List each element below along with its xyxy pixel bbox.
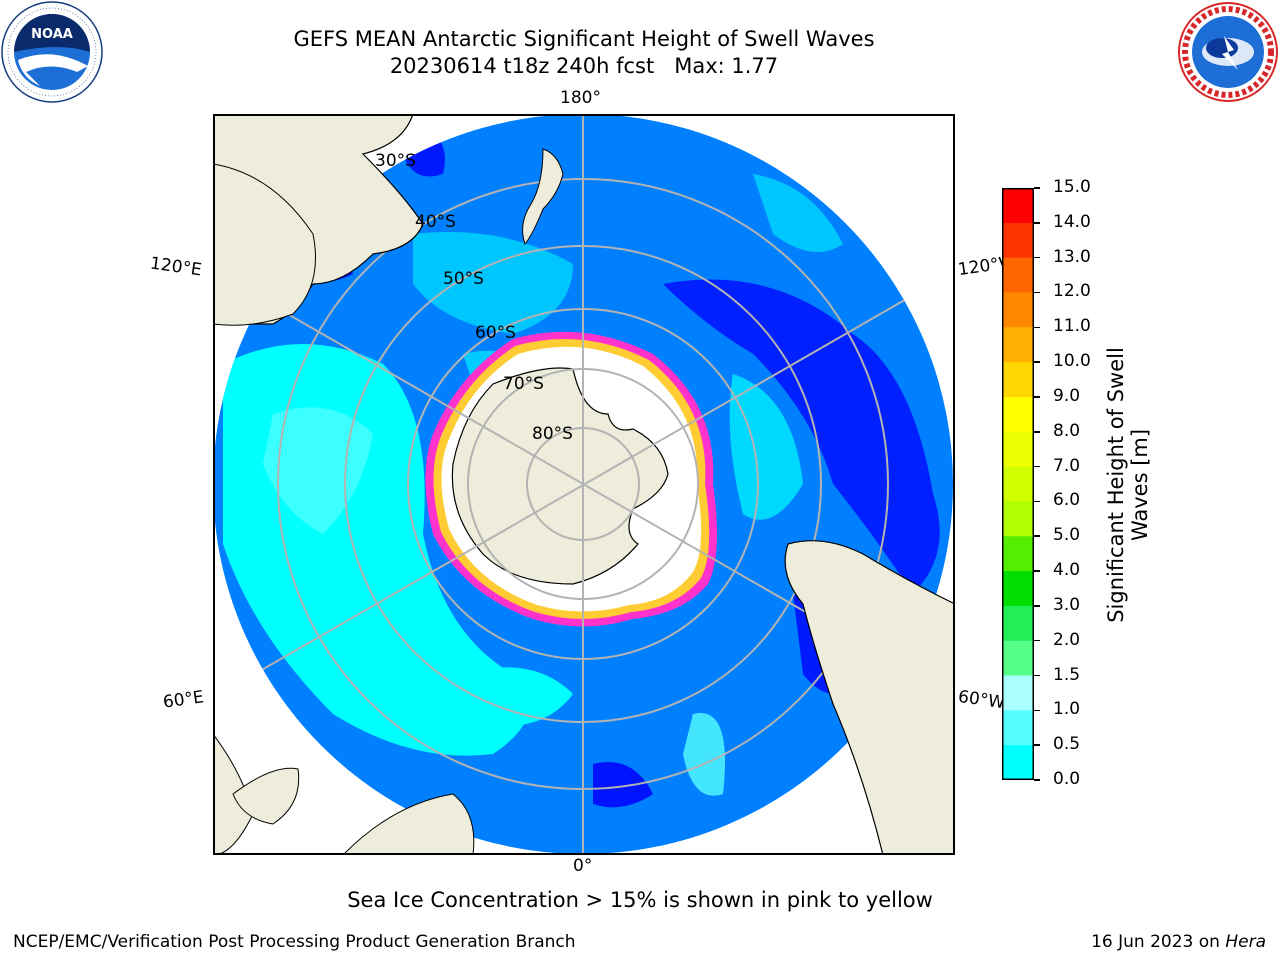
colorbar-segment xyxy=(1002,292,1034,328)
lat-label-70s: 70°S xyxy=(503,374,544,394)
colorbar xyxy=(1002,188,1034,780)
colorbar-tick-mark xyxy=(1034,326,1040,329)
colorbar-segment xyxy=(1002,188,1034,224)
colorbar-label-line2: Waves [m] xyxy=(1128,428,1152,542)
colorbar-tick-label: 12.0 xyxy=(1053,281,1091,302)
colorbar-tick-label: 1.0 xyxy=(1053,699,1081,720)
footer-date-text: 16 Jun 2023 on xyxy=(1091,932,1226,952)
colorbar-tick-mark xyxy=(1034,361,1040,363)
colorbar-tick-mark xyxy=(1034,779,1040,781)
colorbar-segment xyxy=(1002,571,1034,607)
colorbar-tick-mark xyxy=(1034,396,1040,398)
map-title: GEFS MEAN Antarctic Significant Height o… xyxy=(293,27,875,51)
lon-label-120e: 120°E xyxy=(148,253,203,281)
colorbar-label-line1: Significant Height of Swell xyxy=(1103,347,1128,623)
colorbar-segment xyxy=(1002,327,1034,363)
colorbar-tick-mark xyxy=(1034,709,1040,712)
colorbar-segment xyxy=(1002,605,1034,642)
colorbar-tick-label: 7.0 xyxy=(1053,455,1081,476)
colorbar-tick-mark xyxy=(1034,605,1040,607)
colorbar-tick-label: 2.0 xyxy=(1053,629,1081,650)
colorbar-tick-mark xyxy=(1034,674,1040,677)
footer-host: Hera xyxy=(1225,932,1266,952)
colorbar-segment xyxy=(1002,362,1034,398)
colorbar-tick-label: 10.0 xyxy=(1053,351,1091,372)
colorbar-tick-mark xyxy=(1034,639,1040,642)
noaa-logo-text: NOAA xyxy=(31,27,73,42)
colorbar-tick-label: 0.0 xyxy=(1053,769,1081,789)
colorbar-tick-mark xyxy=(1034,500,1040,503)
colorbar-segment xyxy=(1002,431,1034,468)
footer-date: 16 Jun 2023 on Hera xyxy=(1091,932,1266,952)
colorbar-tick-mark xyxy=(1034,222,1040,224)
lat-label-30s: 30°S xyxy=(375,151,416,171)
colorbar-segment xyxy=(1002,501,1034,537)
colorbar-segment xyxy=(1002,222,1034,259)
colorbar-segment xyxy=(1002,396,1034,433)
lat-label-80s: 80°S xyxy=(532,424,573,444)
colorbar-segment xyxy=(1002,257,1034,293)
colorbar-tick-mark xyxy=(1034,744,1040,746)
colorbar-tick-label: 13.0 xyxy=(1053,246,1091,267)
colorbar-tick-mark xyxy=(1034,431,1040,433)
colorbar-tick-mark xyxy=(1034,291,1040,294)
lon-label-60w: 60°W xyxy=(956,686,1006,714)
colorbar-tick-label: 6.0 xyxy=(1053,490,1081,511)
map-subtitle: 20230614 t18z 240h fcst Max: 1.77 xyxy=(389,54,779,78)
lon-label-180: 180° xyxy=(560,88,601,108)
lon-label-120w: 120°W xyxy=(956,253,1006,281)
colorbar-tick-label: 3.0 xyxy=(1053,594,1081,615)
colorbar-tick-mark xyxy=(1034,256,1040,259)
lat-label-50s: 50°S xyxy=(443,269,484,289)
colorbar-tick-mark xyxy=(1034,465,1040,468)
polar-map xyxy=(213,114,955,855)
sea-ice-caption: Sea Ice Concentration > 15% is shown in … xyxy=(347,888,933,912)
lat-label-40s: 40°S xyxy=(415,212,456,232)
colorbar-label: Significant Height of Swell Waves [m] xyxy=(1104,347,1152,623)
colorbar-segment xyxy=(1002,466,1034,502)
colorbar-tick-label: 0.5 xyxy=(1053,734,1081,755)
colorbar-tick-mark xyxy=(1034,187,1040,189)
colorbar-tick-label: 11.0 xyxy=(1053,316,1091,337)
colorbar-tick-label: 15.0 xyxy=(1053,177,1091,197)
colorbar-tick-mark xyxy=(1034,570,1040,572)
colorbar-tick-label: 1.5 xyxy=(1053,664,1081,685)
nws-logo xyxy=(1178,2,1278,102)
colorbar-tick-label: 14.0 xyxy=(1053,211,1091,232)
colorbar-tick-label: 9.0 xyxy=(1053,385,1081,406)
colorbar-tick-label: 8.0 xyxy=(1053,420,1081,441)
colorbar-segment xyxy=(1002,536,1034,572)
colorbar-segment xyxy=(1002,745,1034,780)
colorbar-segment xyxy=(1002,710,1034,746)
lat-label-60s: 60°S xyxy=(475,323,516,343)
colorbar-segment xyxy=(1002,675,1034,711)
colorbar-segment xyxy=(1002,640,1034,677)
footer-credit: NCEP/EMC/Verification Post Processing Pr… xyxy=(13,932,576,952)
continents xyxy=(213,114,955,855)
noaa-logo: NOAA xyxy=(1,1,103,103)
lon-label-60e: 60°E xyxy=(161,687,206,713)
colorbar-tick-label: 5.0 xyxy=(1053,525,1081,546)
colorbar-tick-label: 4.0 xyxy=(1053,560,1081,581)
colorbar-tick-mark xyxy=(1034,535,1040,537)
lon-label-0: 0° xyxy=(573,856,593,876)
